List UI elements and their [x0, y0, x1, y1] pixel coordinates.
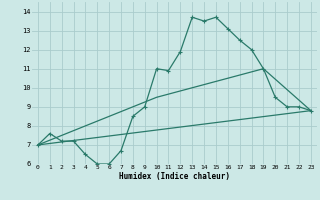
- X-axis label: Humidex (Indice chaleur): Humidex (Indice chaleur): [119, 172, 230, 181]
